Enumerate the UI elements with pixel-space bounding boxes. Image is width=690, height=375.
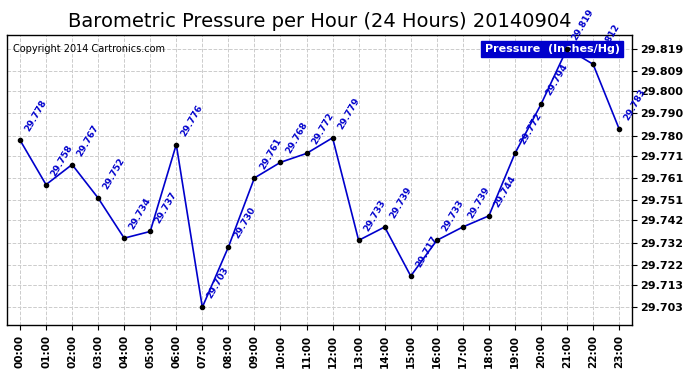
- Text: 29.733: 29.733: [440, 199, 465, 233]
- Text: 29.758: 29.758: [50, 143, 75, 178]
- Text: 29.779: 29.779: [336, 96, 362, 131]
- Text: 29.737: 29.737: [154, 190, 179, 225]
- Text: 29.772: 29.772: [518, 112, 544, 147]
- Title: Barometric Pressure per Hour (24 Hours) 20140904: Barometric Pressure per Hour (24 Hours) …: [68, 12, 571, 31]
- Text: 29.734: 29.734: [128, 196, 152, 231]
- Text: 29.767: 29.767: [75, 123, 101, 158]
- Text: 29.794: 29.794: [544, 63, 570, 98]
- Text: 29.752: 29.752: [101, 156, 127, 191]
- Text: 29.776: 29.776: [179, 103, 205, 138]
- Text: 29.768: 29.768: [284, 121, 309, 155]
- Text: 29.717: 29.717: [414, 234, 440, 269]
- Text: 29.733: 29.733: [362, 199, 387, 233]
- Text: 29.703: 29.703: [206, 266, 231, 300]
- Text: 29.739: 29.739: [388, 185, 413, 220]
- Text: 29.730: 29.730: [232, 206, 257, 240]
- Text: 29.761: 29.761: [258, 136, 283, 171]
- Text: 29.744: 29.744: [492, 174, 518, 209]
- Text: 29.778: 29.778: [23, 98, 48, 133]
- Text: Copyright 2014 Cartronics.com: Copyright 2014 Cartronics.com: [13, 44, 165, 54]
- Text: 29.812: 29.812: [596, 23, 622, 57]
- Text: Pressure  (Inches/Hg): Pressure (Inches/Hg): [484, 44, 620, 54]
- Text: 29.819: 29.819: [571, 7, 595, 42]
- Text: 29.772: 29.772: [310, 112, 335, 147]
- Text: 29.783: 29.783: [622, 87, 648, 122]
- Text: 29.739: 29.739: [466, 185, 491, 220]
